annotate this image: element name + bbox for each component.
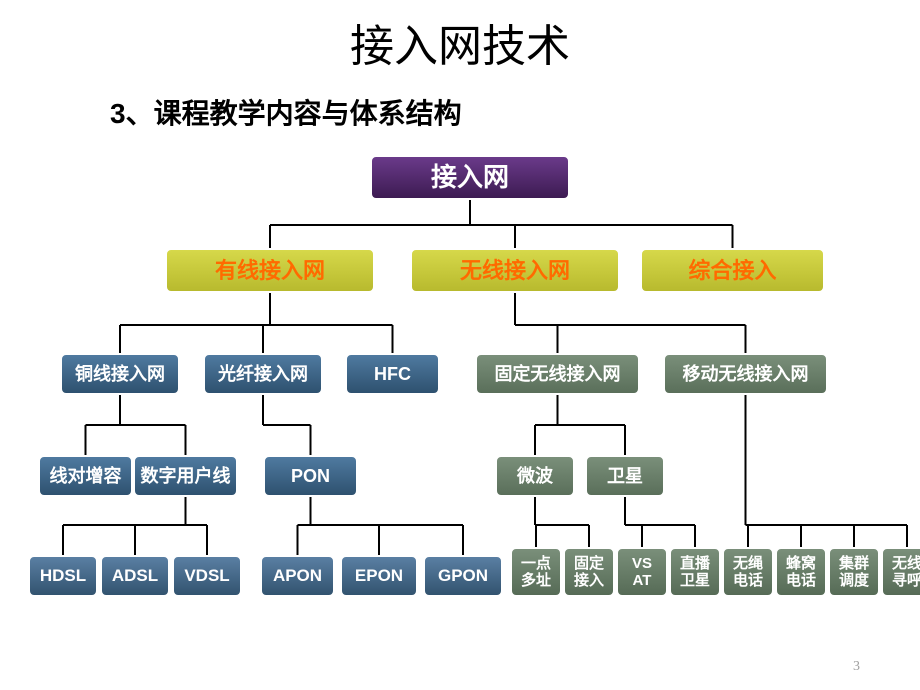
node-c3: 综合接入: [640, 248, 825, 293]
node-M5: 无绳 电话: [722, 547, 774, 597]
node-L4: APON: [260, 555, 335, 597]
node-L1: HDSL: [28, 555, 98, 597]
node-root: 接入网: [370, 155, 570, 200]
node-M7: 集群 调度: [828, 547, 880, 597]
node-L3: VDSL: [172, 555, 242, 597]
node-o2: 移动无线接入网: [663, 353, 828, 395]
node-M3: VS AT: [616, 547, 668, 597]
node-b1: 铜线接入网: [60, 353, 180, 395]
node-c2: 无线接入网: [410, 248, 620, 293]
node-M8: 无线 寻呼: [881, 547, 920, 597]
node-o1a: 微波: [495, 455, 575, 497]
page-title: 接入网技术: [0, 0, 920, 74]
page-number: 3: [853, 659, 860, 675]
node-M2: 固定 接入: [563, 547, 615, 597]
node-c1: 有线接入网: [165, 248, 375, 293]
node-o1: 固定无线接入网: [475, 353, 640, 395]
node-L5: EPON: [340, 555, 418, 597]
node-b1b: 数字用户线: [133, 455, 238, 497]
node-M6: 蜂窝 电话: [775, 547, 827, 597]
section-heading: 3、课程教学内容与体系结构: [110, 92, 920, 132]
node-M4: 直播 卫星: [669, 547, 721, 597]
node-M1: 一点 多址: [510, 547, 562, 597]
node-L6: GPON: [423, 555, 503, 597]
node-b2a: PON: [263, 455, 358, 497]
node-b1a: 线对增容: [38, 455, 133, 497]
node-L2: ADSL: [100, 555, 170, 597]
node-o1b: 卫星: [585, 455, 665, 497]
node-b3: HFC: [345, 353, 440, 395]
node-b2: 光纤接入网: [203, 353, 323, 395]
